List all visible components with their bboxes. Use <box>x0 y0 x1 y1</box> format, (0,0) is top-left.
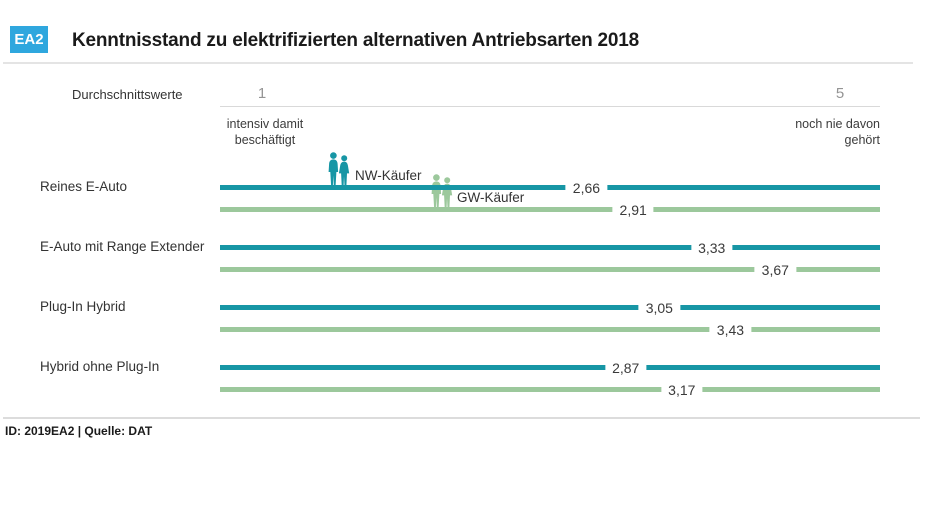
nw-series-line <box>220 305 880 310</box>
gw-series-line <box>220 327 880 332</box>
nw-series-line <box>220 245 880 250</box>
value-label: 3,17 <box>661 381 703 398</box>
value-label: 2,91 <box>612 201 654 218</box>
axis-baseline <box>220 106 880 107</box>
value-label: 3,05 <box>638 299 680 316</box>
nw-series-line <box>220 365 880 370</box>
axis-max-description: noch nie davon gehört <box>795 117 880 147</box>
nw-series-line <box>220 185 880 190</box>
title-divider <box>3 62 913 64</box>
axis-caption: Durchschnittswerte <box>72 87 183 102</box>
chart-title: Kenntnisstand zu elektrifizierten altern… <box>72 30 640 51</box>
footer-divider <box>3 417 920 419</box>
value-label: 2,87 <box>605 359 647 376</box>
value-label: 3,43 <box>709 321 752 338</box>
figure-id-badge: EA2 <box>10 26 48 53</box>
source-note: ID: 2019EA2 | Quelle: DAT <box>5 424 153 438</box>
gw-buyers-icon <box>431 174 453 208</box>
gw-series-line <box>220 207 880 212</box>
category-label: Hybrid ohne Plug-In <box>40 359 160 374</box>
axis-tick-min: 1 <box>257 85 267 102</box>
value-label: 3,33 <box>691 239 733 256</box>
category-label: Reines E-Auto <box>40 179 128 194</box>
gw-buyers-legend-label: GW-Käufer <box>454 190 528 205</box>
value-label: 3,67 <box>754 261 796 278</box>
gw-series-line <box>220 267 880 272</box>
axis-min-description: intensiv damit beschäftigt <box>226 117 304 147</box>
axis-tick-max: 5 <box>835 85 845 102</box>
nw-buyers-legend-label: NW-Käufer <box>352 168 425 183</box>
gw-series-line <box>220 387 880 392</box>
category-label: Plug-In Hybrid <box>40 299 126 314</box>
nw-buyers-icon <box>328 152 350 186</box>
value-label: 2,66 <box>565 179 608 196</box>
category-label: E-Auto mit Range Extender <box>40 239 205 254</box>
